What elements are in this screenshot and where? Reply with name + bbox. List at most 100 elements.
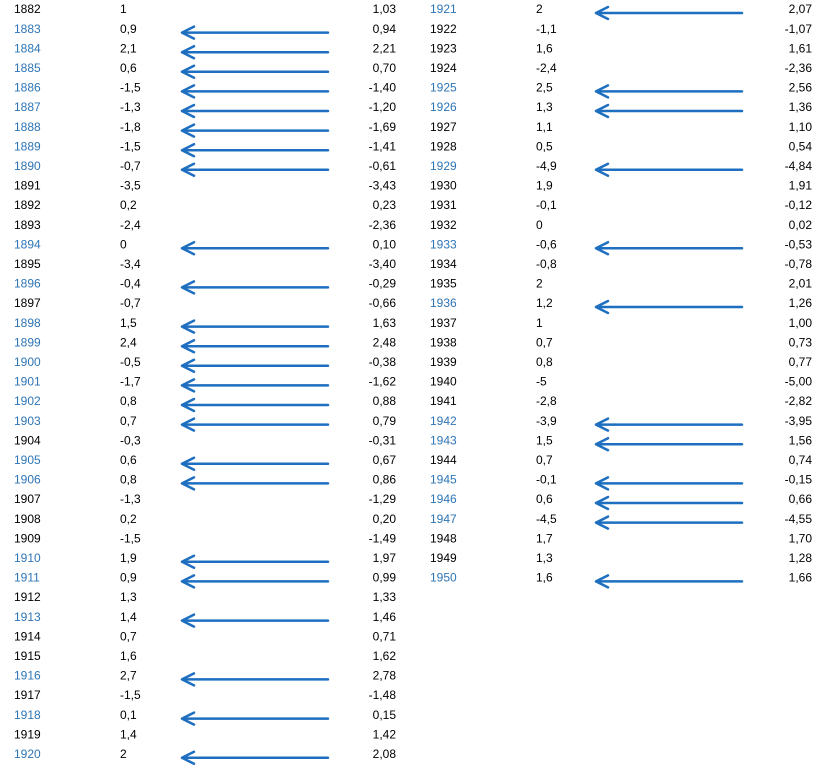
value-cell: 1,5 (536, 433, 553, 447)
value-cell: -1,5 (120, 139, 141, 153)
value-cell: 0,7 (120, 414, 137, 428)
value-cell: -3,4 (120, 257, 141, 271)
value-cell: 2,1 (120, 41, 137, 55)
value-cell: -2,36 (785, 61, 813, 75)
value-cell: 1,4 (120, 727, 137, 741)
value-cell: 0,10 (373, 237, 397, 251)
year-cell: 1945 (430, 473, 457, 487)
arrow (594, 574, 744, 589)
year-cell: 1914 (14, 629, 41, 643)
value-cell: -3,43 (369, 179, 397, 193)
value-cell: 0,02 (789, 218, 813, 232)
year-cell: 1917 (14, 688, 41, 702)
value-cell: -2,8 (536, 394, 557, 408)
value-cell: -0,66 (369, 296, 397, 310)
value-cell: 2,56 (789, 81, 813, 95)
value-cell: -3,5 (120, 179, 141, 193)
arrow (180, 44, 330, 60)
value-cell: -2,4 (120, 218, 141, 232)
year-cell: 1929 (430, 159, 457, 173)
year-cell: 1905 (14, 453, 41, 467)
value-cell: -0,4 (120, 277, 141, 291)
value-cell: 2,08 (373, 747, 397, 761)
year-cell: 1923 (430, 41, 457, 55)
arrow (180, 417, 330, 432)
year-cell: 1883 (14, 22, 41, 36)
value-cell: 0,94 (373, 22, 397, 36)
arrow (594, 436, 744, 452)
value-cell: 0,2 (120, 512, 137, 526)
year-cell: 1913 (14, 610, 41, 624)
value-cell: -2,4 (536, 61, 557, 75)
arrow (180, 84, 330, 99)
year-cell: 1937 (430, 316, 457, 330)
year-cell: 1906 (14, 473, 41, 487)
year-cell: 1884 (14, 41, 41, 55)
arrow (180, 397, 330, 413)
value-cell: -1,40 (369, 81, 397, 95)
arrow (594, 240, 744, 256)
value-cell: -4,84 (785, 159, 813, 173)
arrow (180, 456, 330, 472)
value-cell: 0,8 (120, 473, 137, 487)
arrow (594, 515, 744, 530)
value-cell: 0,2 (120, 198, 137, 212)
year-cell: 1950 (430, 571, 457, 585)
value-cell: -0,29 (369, 277, 397, 291)
value-cell: 0,54 (789, 139, 813, 153)
arrow (180, 319, 330, 334)
value-cell: 2,01 (789, 277, 813, 291)
year-cell: 1892 (14, 198, 41, 212)
value-cell: 1,3 (120, 590, 137, 604)
value-cell: 1,61 (789, 41, 813, 55)
value-cell: 1,26 (789, 296, 813, 310)
year-cell: 1919 (14, 727, 41, 741)
year-cell: 1924 (430, 61, 457, 75)
year-cell: 1936 (430, 296, 457, 310)
value-cell: 0,77 (789, 355, 813, 369)
value-cell: 1,66 (789, 571, 813, 585)
year-cell: 1899 (14, 335, 41, 349)
arrow (594, 103, 744, 119)
value-cell: -1,7 (120, 375, 141, 389)
year-cell: 1894 (14, 237, 41, 251)
arrow (594, 299, 744, 315)
value-cell: 1 (536, 316, 543, 330)
value-cell: 0,7 (536, 335, 553, 349)
value-cell: 1,91 (789, 179, 813, 193)
year-cell: 1889 (14, 139, 41, 153)
value-cell: 0,7 (536, 453, 553, 467)
value-cell: 1,5 (120, 316, 137, 330)
value-cell: -0,7 (120, 159, 141, 173)
value-cell: -3,95 (785, 414, 813, 428)
year-cell: 1912 (14, 590, 41, 604)
value-cell: -0,31 (369, 433, 397, 447)
year-cell: 1915 (14, 649, 41, 663)
value-cell: -1,3 (120, 492, 141, 506)
value-cell: 2 (536, 277, 543, 291)
value-cell: 2,4 (120, 335, 137, 349)
arrow (594, 476, 744, 491)
arrow (180, 476, 330, 491)
year-cell: 1908 (14, 512, 41, 526)
arrow (180, 103, 330, 119)
year-cell: 1901 (14, 375, 41, 389)
year-cell: 1930 (430, 179, 457, 193)
value-cell: 1,42 (373, 727, 397, 741)
year-cell: 1904 (14, 433, 41, 447)
year-cell: 1893 (14, 218, 41, 232)
value-cell: -4,9 (536, 159, 557, 173)
value-cell: -1,20 (369, 100, 397, 114)
value-cell: 0 (120, 237, 127, 251)
year-cell: 1933 (430, 237, 457, 251)
year-cell: 1940 (430, 375, 457, 389)
value-cell: -1,07 (785, 22, 813, 36)
value-cell: -0,5 (120, 355, 141, 369)
value-cell: 1,36 (789, 100, 813, 114)
value-cell: -0,8 (536, 257, 557, 271)
value-cell: 0,6 (536, 492, 553, 506)
value-cell: 0,73 (789, 335, 813, 349)
arrow (180, 613, 330, 628)
value-cell: 1,62 (373, 649, 397, 663)
value-cell: -0,53 (785, 237, 813, 251)
